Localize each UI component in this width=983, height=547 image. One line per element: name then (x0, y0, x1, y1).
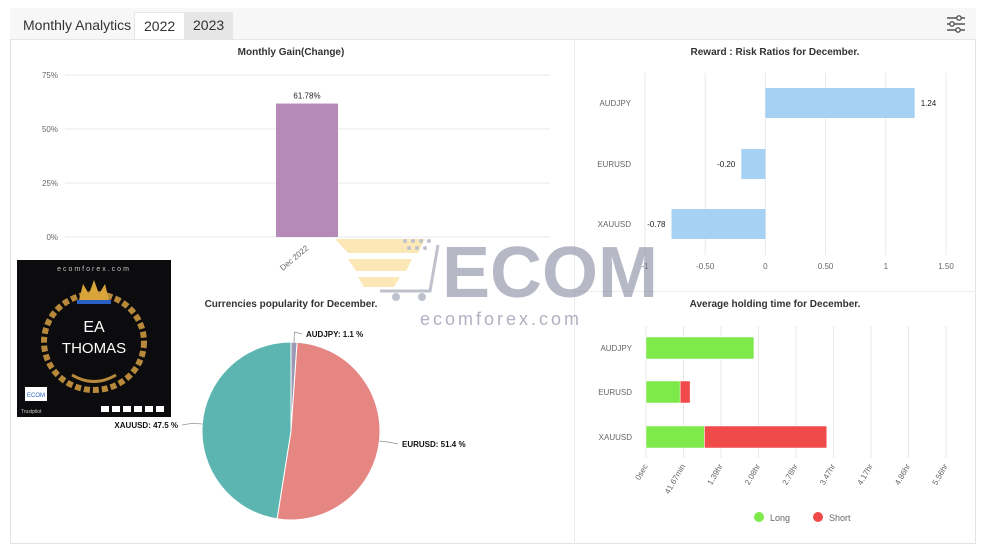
rr-bar-label: -0.78 (647, 220, 666, 229)
rr-xtick: -0.50 (696, 262, 715, 271)
rr-bar-label: 1.24 (921, 99, 937, 108)
holding-bar-long (645, 380, 681, 404)
panel-divider-horizontal (575, 291, 976, 292)
rr-category: AUDJPY (599, 99, 631, 108)
holding-xtick: 2.78hr (781, 462, 800, 486)
holding-bar-short (704, 425, 828, 449)
panel-divider-vertical (574, 40, 575, 544)
rr-xtick: 0 (763, 262, 768, 271)
rr-xtick: 1.50 (938, 262, 954, 271)
crown-icon (79, 280, 109, 300)
rr-xtick: 0.50 (818, 262, 834, 271)
pie-slice-label: EURUSD: 51.4 % (402, 440, 466, 449)
rr-bar (765, 88, 915, 118)
legend-long-swatch[interactable] (754, 512, 764, 522)
rr-xtick: 1 (884, 262, 889, 271)
page-title: Monthly Analytics (23, 17, 132, 33)
pie-slice (276, 341, 381, 521)
holding-bar-short (679, 380, 691, 404)
rr-bar-label: -0.20 (717, 160, 736, 169)
rr-bar (741, 149, 766, 179)
holding-bar-long (645, 336, 755, 360)
promo-brand: ECOM (27, 393, 45, 399)
promo-site: ecomforex.com (57, 266, 131, 273)
holding-category: XAUUSD (599, 433, 633, 442)
promo-title-2: THOMAS (62, 340, 126, 357)
promo-title-1: EA (83, 319, 105, 336)
pie-slice-label: XAUUSD: 47.5 % (114, 421, 178, 430)
gain-ytick: 50% (42, 125, 58, 134)
pie-slice (201, 341, 292, 520)
rr-bar (671, 209, 766, 239)
legend-long-label[interactable]: Long (770, 513, 790, 523)
rr-xtick: -1 (641, 262, 649, 271)
promo-rating: Trustpilot (21, 409, 42, 415)
holding-chart-title: Average holding time for December. (690, 299, 861, 310)
holding-category: AUDJPY (600, 344, 632, 353)
holding-xtick: 3.47hr (818, 462, 837, 486)
rr-category: XAUUSD (598, 220, 632, 229)
gain-ytick: 75% (42, 71, 58, 80)
pie-chart-title: Currencies popularity for December. (205, 299, 378, 310)
holding-xtick: 4.86hr (893, 462, 912, 486)
holding-xtick: 4.17hr (856, 462, 875, 486)
pie-leader-line (181, 422, 203, 426)
legend-short-label[interactable]: Short (829, 513, 851, 523)
legend-short-swatch[interactable] (813, 512, 823, 522)
holding-xtick: 1.39hr (706, 462, 725, 486)
pie-slice-label: AUDJPY: 1.1 % (306, 330, 363, 339)
sliders-icon[interactable] (946, 14, 966, 34)
holding-xtick: 2.08hr (743, 462, 762, 486)
rr-category: EURUSD (597, 160, 631, 169)
gain-chart-title: Monthly Gain(Change) (238, 47, 345, 58)
gain-ytick: 25% (42, 179, 58, 188)
gain-bar (276, 103, 338, 237)
holding-category: EURUSD (598, 388, 632, 397)
holding-xtick: 41.67min (663, 463, 687, 496)
rr-chart-title: Reward : Risk Ratios for December. (691, 47, 860, 58)
holding-xtick: 5.56hr (931, 462, 950, 486)
tab-2023[interactable]: 2023 (184, 12, 234, 39)
ea-thomas-promo[interactable]: ecomforex.com EA THOMAS ECOM Trustpilot (17, 260, 171, 417)
gain-ytick: 0% (46, 233, 58, 242)
holding-bar-long (645, 425, 705, 449)
pie-leader-line (379, 440, 399, 445)
holding-xtick: 0sec (633, 463, 649, 482)
pie-leader-line (293, 331, 303, 343)
gain-bar-label: 61.78% (293, 92, 320, 101)
